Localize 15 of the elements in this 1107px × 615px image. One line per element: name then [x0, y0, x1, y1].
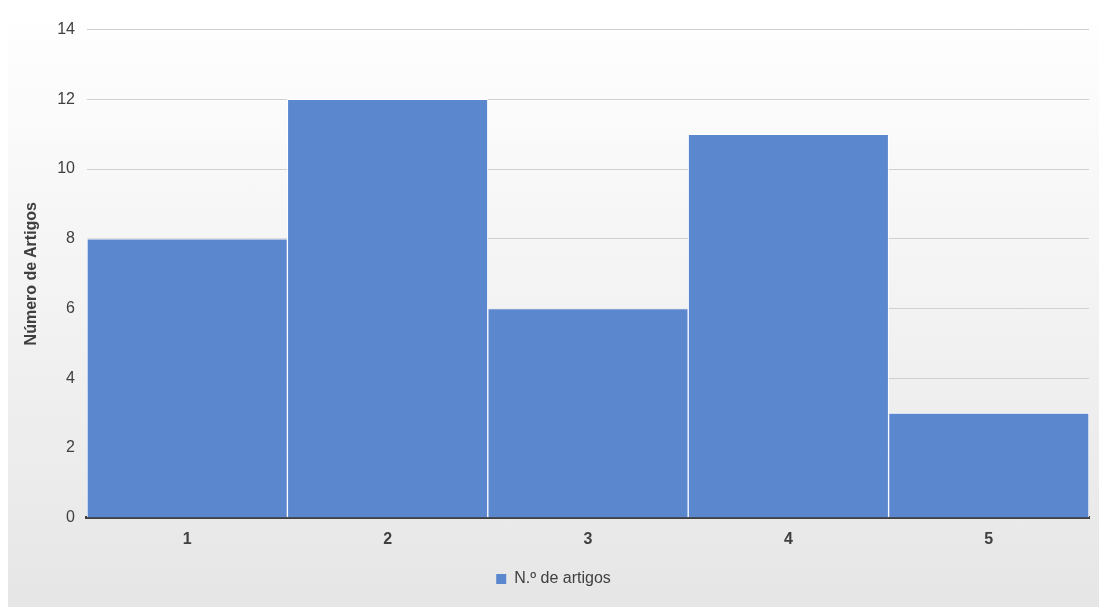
y-tick-label: 14 — [57, 20, 76, 38]
y-tick-label: 10 — [57, 159, 76, 177]
x-tick-label: 5 — [984, 529, 994, 547]
y-tick-label: 12 — [57, 89, 76, 107]
y-tick-label: 0 — [66, 508, 76, 526]
x-tick-label: 4 — [783, 529, 793, 547]
x-tick-label: 2 — [383, 529, 393, 547]
y-tick-label: 6 — [66, 298, 76, 316]
y-axis-title: Número de Artigos — [22, 201, 40, 346]
y-tick-label: 8 — [66, 229, 76, 247]
y-tick-label: 2 — [66, 438, 76, 456]
x-tick-label: 3 — [583, 529, 593, 547]
x-tick-label: 1 — [182, 529, 192, 547]
legend-label: N.º de artigos — [514, 569, 611, 587]
y-tick-label: 4 — [66, 368, 76, 386]
